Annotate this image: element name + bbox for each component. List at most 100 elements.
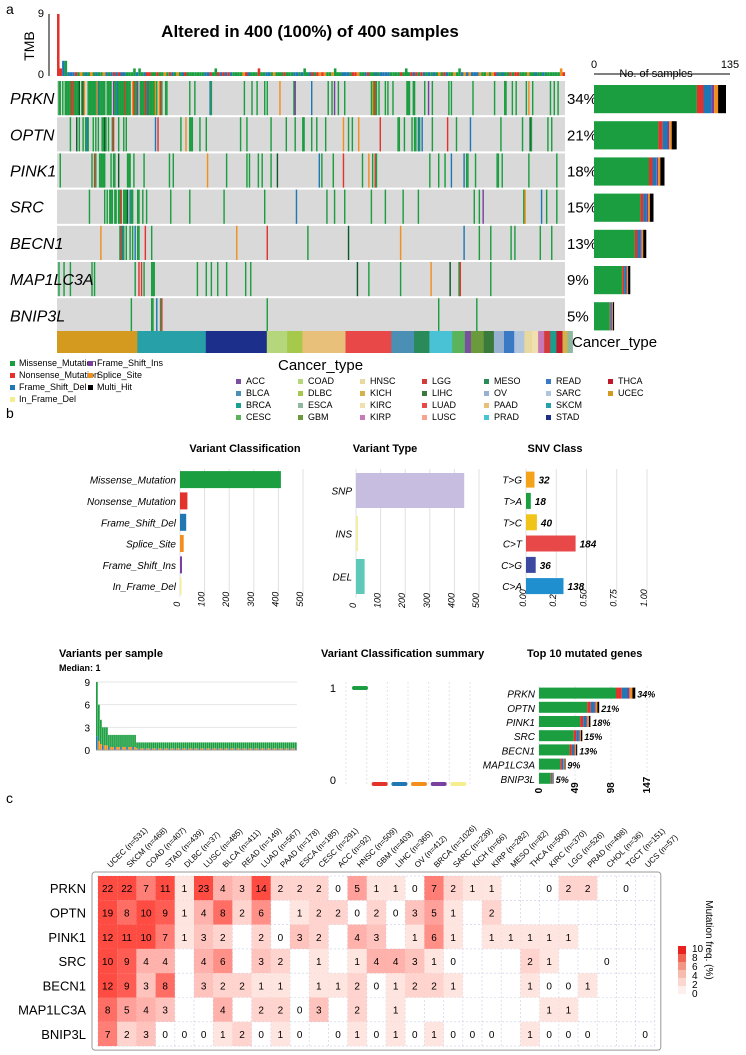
heatmap-cell-value: 0 xyxy=(470,1030,476,1041)
heatmap-cell-value: 1 xyxy=(182,908,188,919)
mutation-cell xyxy=(205,117,208,152)
heatmap-cell xyxy=(482,900,502,925)
tmb-bar xyxy=(100,72,103,76)
tmb-bar xyxy=(290,72,294,76)
mutation-cell xyxy=(239,117,242,152)
x-tick-label: 0 xyxy=(534,787,545,793)
mutation-cell xyxy=(135,81,138,116)
gene-percent-label: 18% xyxy=(592,718,610,728)
mutation-cell xyxy=(368,262,370,297)
vc-title: Variant Classification xyxy=(189,443,301,455)
mutation-cell xyxy=(302,117,304,152)
tmb-bar xyxy=(278,72,281,76)
tmb-bar xyxy=(397,72,400,76)
oncoplot-percent-label: 18% xyxy=(567,164,597,181)
tmb-bar xyxy=(542,72,545,76)
summary-median-marker xyxy=(430,782,447,786)
mutation-cell xyxy=(102,153,105,188)
panel-label-a: a xyxy=(6,1,14,17)
mutation-cell xyxy=(161,81,163,116)
sample-bar-segment xyxy=(256,748,259,750)
heatmap-cell-value: 0 xyxy=(585,1030,591,1041)
sample-bar xyxy=(172,742,175,749)
sample-bar xyxy=(128,734,130,747)
gene-bar-segment xyxy=(594,701,596,713)
sample-bar xyxy=(164,742,167,749)
heatmap-cell xyxy=(194,924,214,949)
sample-bar xyxy=(176,742,179,749)
bar-splice-site xyxy=(180,535,184,552)
mutation-cell xyxy=(333,81,336,116)
heatmap-cell xyxy=(117,1021,137,1047)
heatmap-cell-value: 10 xyxy=(140,908,152,919)
cancer-type-block-ucec xyxy=(57,331,138,353)
sample-bar-segment xyxy=(122,747,124,750)
heatmap-cell-value: 3 xyxy=(143,981,149,992)
sample-bar xyxy=(228,742,231,749)
sample-bar-segment xyxy=(260,748,263,750)
cancer-legend-swatch xyxy=(422,403,427,408)
mutation-cell xyxy=(114,153,116,188)
gene-bar-segment xyxy=(588,716,591,727)
heatmap-cell xyxy=(136,900,156,925)
heatmap-cell xyxy=(290,924,310,949)
heatmap-cell xyxy=(174,924,194,949)
mutation-cell xyxy=(264,189,266,224)
tmb-bar xyxy=(252,72,256,76)
mutation-cell xyxy=(514,225,516,260)
cancer-legend-swatch xyxy=(422,415,427,420)
sample-bar-segment xyxy=(182,748,185,750)
mutation-cell xyxy=(430,262,432,297)
sample-bar xyxy=(212,742,215,749)
sample-bar-segment xyxy=(258,748,261,750)
heatmap-cell-value: 2 xyxy=(527,957,533,968)
heatmap-cell xyxy=(558,876,578,901)
tmb-bar xyxy=(123,72,126,76)
oncoplot-gene-label: OPTN xyxy=(10,127,55,144)
mutation-cell xyxy=(100,153,102,188)
heatmap-cell xyxy=(98,876,118,901)
heatmap-cell-value: 0 xyxy=(546,1030,552,1041)
mutation-cell xyxy=(133,153,135,188)
mutation-cell xyxy=(150,225,153,260)
sample-bar xyxy=(284,742,287,749)
heatmap-cell xyxy=(539,948,559,974)
heatmap-cell xyxy=(328,900,348,925)
mutation-cell xyxy=(124,189,126,224)
gene-bar-segment xyxy=(563,758,564,770)
sample-bar-segment xyxy=(180,748,183,750)
heatmap-cell xyxy=(520,924,540,949)
mutation-cell xyxy=(397,117,399,152)
heatmap-cell-value: 0 xyxy=(566,1030,572,1041)
heatmap-cell-value: 1 xyxy=(220,1030,226,1041)
sample-bar-segment xyxy=(140,748,142,750)
heatmap-cell xyxy=(539,997,559,1022)
sample-bar-segment xyxy=(156,748,159,750)
tmb-bar xyxy=(178,72,182,76)
heatmap-cell xyxy=(386,1021,406,1047)
heatmap-cell-value: 2 xyxy=(278,884,284,895)
cancer-type-block-acc xyxy=(464,331,472,353)
mutation-cell xyxy=(402,189,404,224)
sample-bar xyxy=(104,727,106,746)
colorbar-tick-label: 6 xyxy=(692,962,698,973)
tmb-bar xyxy=(554,72,558,76)
sample-bar xyxy=(150,742,152,749)
cancer-legend-label: THCA xyxy=(618,376,643,386)
tmb-bar xyxy=(499,72,502,76)
tmb-bar xyxy=(549,72,553,76)
sample-bar xyxy=(108,734,110,747)
mutation-cell xyxy=(525,81,528,116)
sample-bar-segment xyxy=(170,748,173,750)
mutation-cell xyxy=(58,81,60,116)
heatmap-cell xyxy=(98,924,118,949)
legend-label-missense_mutation: Missense_Mutation xyxy=(19,358,97,368)
gene-bar-segment xyxy=(595,701,598,713)
heatmap-cell xyxy=(155,900,175,925)
heatmap-cell xyxy=(386,973,406,998)
heatmap-cell xyxy=(117,900,137,925)
sample-bar-segment xyxy=(138,748,140,750)
tmb-bar xyxy=(74,72,78,76)
panel-label-c: c xyxy=(6,790,13,806)
sample-bar-segment xyxy=(152,748,154,750)
